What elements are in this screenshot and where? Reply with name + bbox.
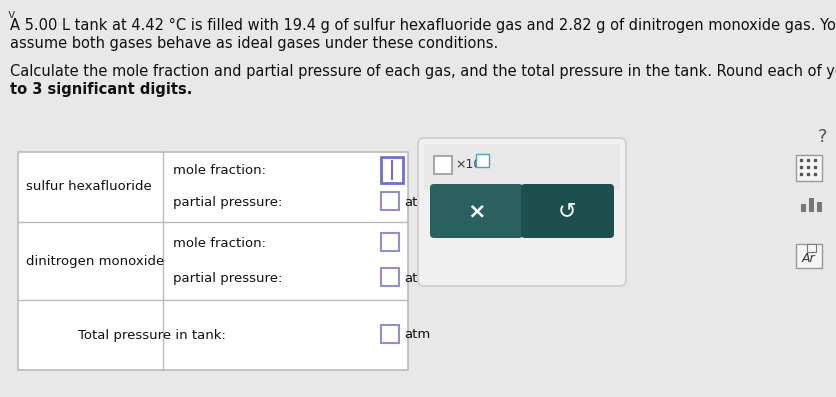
Bar [806,244,815,252]
Text: ↺: ↺ [558,201,576,221]
Bar [795,244,821,268]
Text: atm: atm [404,196,430,209]
Text: v: v [8,8,15,21]
Text: Ar: Ar [800,252,813,264]
Text: to 3 significant digits.: to 3 significant digits. [10,82,192,97]
Bar [434,156,451,174]
Text: mole fraction:: mole fraction: [173,237,266,250]
Bar [816,202,821,212]
Bar [380,233,399,251]
Bar [18,152,407,370]
Text: assume both gases behave as ideal gases under these conditions.: assume both gases behave as ideal gases … [10,36,497,51]
FancyBboxPatch shape [520,184,614,238]
Text: sulfur hexafluoride: sulfur hexafluoride [26,181,151,193]
Bar [800,204,805,212]
Bar [808,198,813,212]
Text: Total pressure in tank:: Total pressure in tank: [78,328,226,341]
Text: ×: × [466,201,485,221]
Text: Calculate the mole fraction and partial pressure of each gas, and the total pres: Calculate the mole fraction and partial … [10,64,836,79]
Bar [380,325,399,343]
FancyBboxPatch shape [417,138,625,286]
Bar [380,193,399,210]
Text: ?: ? [818,128,827,146]
Text: A 5.00 L tank at 4.42 °C is filled with 19.4 g of sulfur hexafluoride gas and 2.: A 5.00 L tank at 4.42 °C is filled with … [10,18,836,33]
Text: dinitrogen monoxide: dinitrogen monoxide [26,254,164,268]
Text: atm: atm [404,328,430,341]
Bar [380,157,402,183]
Bar [795,155,821,181]
Text: mole fraction:: mole fraction: [173,164,266,177]
Text: ×10: ×10 [455,158,481,172]
Text: partial pressure:: partial pressure: [173,272,282,285]
Bar [476,154,488,167]
Bar [380,268,399,286]
Text: partial pressure:: partial pressure: [173,196,282,209]
Text: atm: atm [404,272,430,285]
Bar [424,144,619,190]
FancyBboxPatch shape [430,184,522,238]
